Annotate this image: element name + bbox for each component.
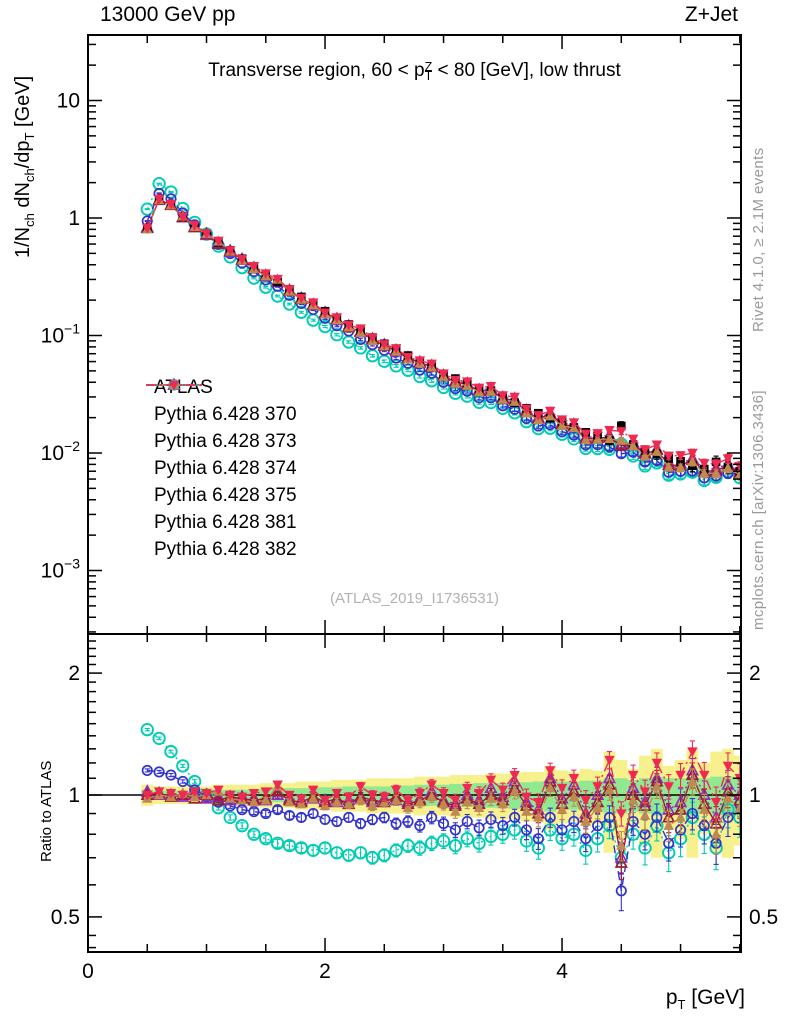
legend-item: Pythia 6.428 374 [145,379,297,482]
rivet-version-note: Rivet 4.1.0, ≥ 2.1M events [750,147,767,332]
legend-label: Pythia 6.428 373 [154,430,297,452]
ratio-y-tick-label: 0.5 [51,906,80,929]
legend-item: Pythia 6.428 381 [145,379,297,536]
legend-item: Pythia 6.428 375 [145,379,297,509]
legend: ATLAS Pythia 6.428 370 Pythia 6.428 373 Pyt… [145,374,297,563]
x-tick-label: 2 [319,960,331,983]
legend-label: Pythia 6.428 382 [154,538,297,560]
legend-item: Pythia 6.428 370 [145,377,297,428]
ratio-y-tick-label-right: 0.5 [749,906,778,929]
x-axis-label: pT [GeV] [665,986,745,1012]
legend-label: Pythia 6.428 370 [154,403,297,425]
main-y-axis-label: 1/Nch dNch/dpT [GeV] [12,75,37,258]
legend-label: Pythia 6.428 381 [154,511,297,533]
ratio-y-tick-label: 2 [68,662,80,685]
legend-label: ATLAS [154,376,213,398]
tick-labels: 0 2 4 10 1 10−1 10−2 10−3 2 2 1 1 0.5 0.5 [41,90,779,984]
main-y-tick-label: 10−1 [41,321,81,348]
main-y-tick-label: 10 [57,90,80,113]
main-panel-series [140,177,741,488]
legend-item: Pythia 6.428 382 [145,380,297,563]
analysis-id-watermark: (ATLAS_2019_I1736531) [329,590,499,607]
mcplots-arxiv-note: mcplots.cern.ch [arXiv:1306.3436] [750,390,767,630]
ratio-y-tick-label: 1 [68,784,80,807]
legend-label: Pythia 6.428 375 [154,484,297,506]
panel-frames [87,34,742,953]
ratio-panel-series [88,722,741,912]
legend-label: Pythia 6.428 374 [154,457,297,479]
x-tick-label: 0 [82,960,94,983]
axis-ticks [87,35,741,952]
x-tick-label: 4 [556,960,568,983]
main-y-tick-label: 1 [68,207,80,230]
process-label: Z+Jet [684,3,738,26]
legend-marker-triangle-down-filled [146,380,202,391]
ratio-y-tick-label-right: 2 [749,662,761,685]
beam-energy-label: 13000 GeV pp [100,3,236,26]
main-y-tick-label: 10−2 [41,438,81,465]
legend-item: Pythia 6.428 373 [145,377,297,455]
ratio-y-axis-label: Ratio to ATLAS [38,760,55,862]
main-y-tick-label: 10−3 [41,556,81,583]
ratio-y-tick-label-right: 1 [749,784,761,807]
